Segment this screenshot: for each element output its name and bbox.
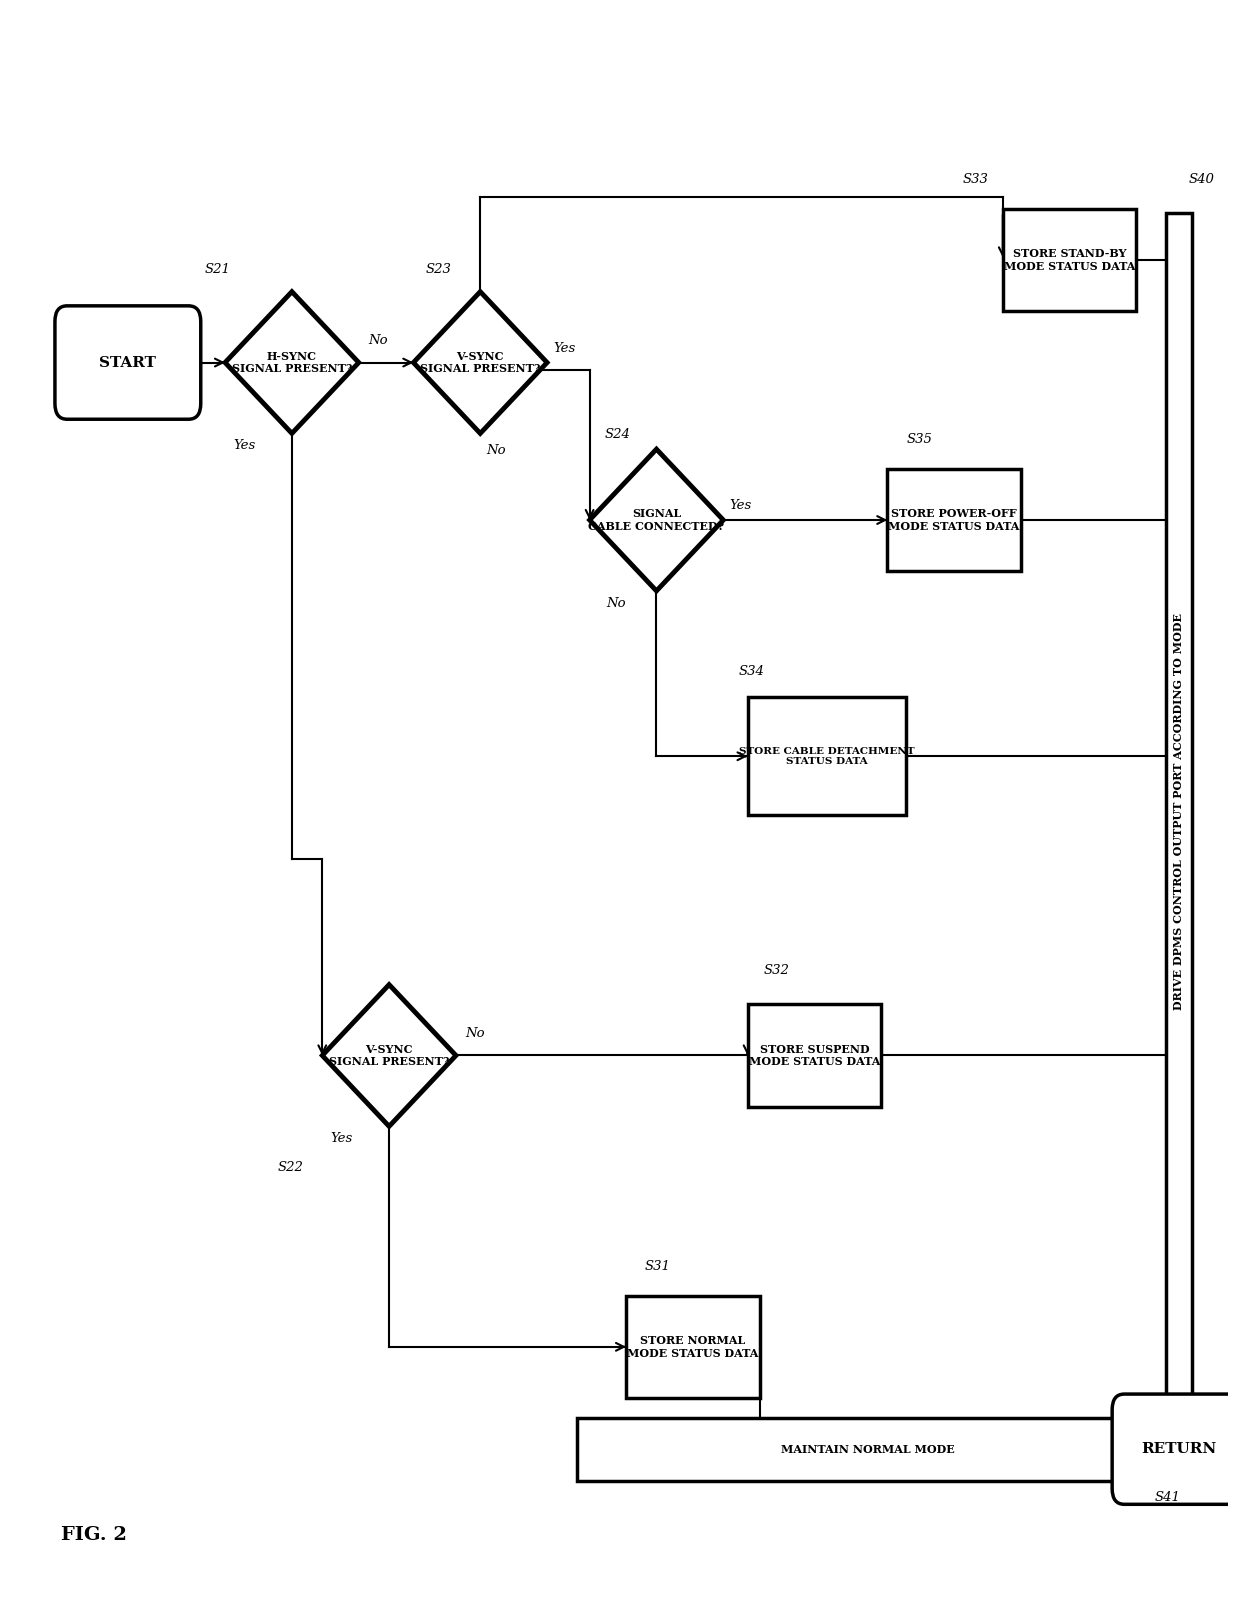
Text: V-SYNC
SIGNAL PRESENT?: V-SYNC SIGNAL PRESENT? [329, 1043, 449, 1067]
Text: S22: S22 [278, 1160, 304, 1173]
Text: STORE STAND-BY
MODE STATUS DATA: STORE STAND-BY MODE STATUS DATA [1004, 247, 1136, 272]
Text: S31: S31 [645, 1260, 670, 1273]
Text: DRIVE DPMS CONTROL OUTPUT PORT ACCORDING TO MODE: DRIVE DPMS CONTROL OUTPUT PORT ACCORDING… [1173, 612, 1184, 1009]
Text: No: No [466, 1027, 485, 1040]
Polygon shape [322, 985, 456, 1127]
Text: H-SYNC
SIGNAL PRESENT?: H-SYNC SIGNAL PRESENT? [232, 350, 352, 374]
Text: FIG. 2: FIG. 2 [61, 1525, 126, 1544]
Text: STORE NORMAL
MODE STATUS DATA: STORE NORMAL MODE STATUS DATA [627, 1335, 759, 1360]
Text: S34: S34 [739, 665, 765, 678]
Bar [1166, 212, 1193, 1409]
Text: S33: S33 [962, 174, 988, 186]
Bar [748, 1004, 882, 1107]
Text: STORE CABLE DETACHMENT
STATUS DATA: STORE CABLE DETACHMENT STATUS DATA [739, 747, 914, 767]
Text: S24: S24 [604, 429, 630, 442]
Text: S40: S40 [1189, 174, 1215, 186]
Text: Yes: Yes [233, 439, 255, 452]
Text: STORE POWER-OFF
MODE STATUS DATA: STORE POWER-OFF MODE STATUS DATA [889, 508, 1019, 532]
Polygon shape [589, 448, 723, 591]
Text: Yes: Yes [330, 1133, 352, 1146]
Text: S21: S21 [205, 264, 231, 276]
Bar [748, 697, 905, 815]
Text: S35: S35 [906, 432, 932, 447]
Text: SIGNAL
CABLE CONNECTED?: SIGNAL CABLE CONNECTED? [589, 508, 724, 532]
Text: START: START [99, 355, 156, 370]
Text: No: No [486, 444, 506, 456]
Bar [626, 1295, 760, 1398]
Text: S23: S23 [425, 264, 451, 276]
Polygon shape [413, 292, 547, 434]
Text: Yes: Yes [553, 342, 575, 355]
Bar [1003, 209, 1136, 312]
Text: S32: S32 [764, 964, 790, 977]
Text: No: No [368, 334, 388, 347]
Text: No: No [606, 596, 626, 609]
Text: MAINTAIN NORMAL MODE: MAINTAIN NORMAL MODE [781, 1443, 955, 1454]
Text: V-SYNC
SIGNAL PRESENT?: V-SYNC SIGNAL PRESENT? [420, 350, 541, 374]
Text: RETURN: RETURN [1141, 1441, 1216, 1456]
Bar [888, 469, 1021, 570]
Text: STORE SUSPEND
MODE STATUS DATA: STORE SUSPEND MODE STATUS DATA [749, 1043, 880, 1067]
Text: S41: S41 [1154, 1491, 1180, 1504]
Polygon shape [226, 292, 358, 434]
Text: Yes: Yes [729, 500, 751, 513]
Bar [578, 1417, 1158, 1480]
FancyBboxPatch shape [1112, 1393, 1240, 1504]
FancyBboxPatch shape [55, 305, 201, 419]
